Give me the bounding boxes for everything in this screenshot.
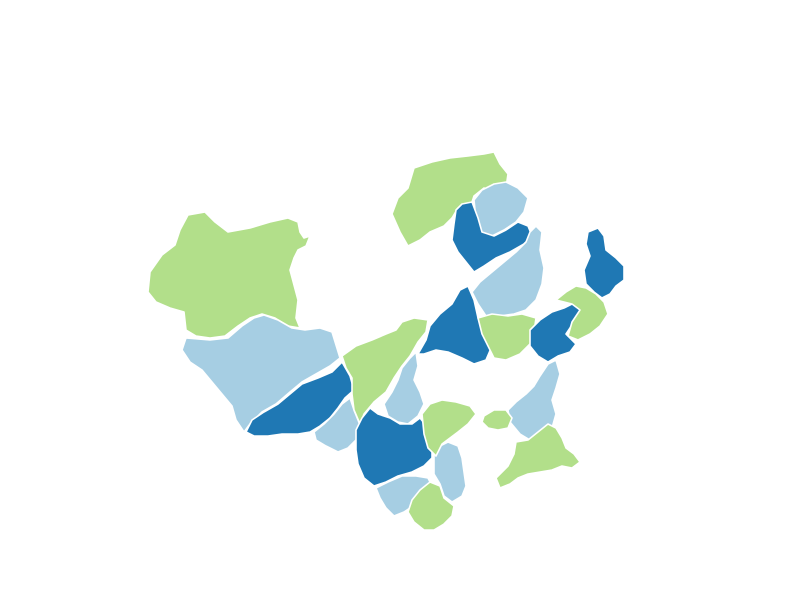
region-east-tiny[interactable] bbox=[481, 409, 513, 431]
region-south-central[interactable] bbox=[355, 407, 433, 487]
region-far-east-north[interactable] bbox=[583, 227, 625, 299]
region-west-large[interactable] bbox=[147, 211, 311, 339]
region-southwest-large[interactable] bbox=[181, 314, 341, 433]
region-southeast[interactable] bbox=[495, 423, 581, 489]
region-south-strip[interactable] bbox=[433, 441, 467, 503]
region-central-thin[interactable] bbox=[383, 351, 425, 425]
region-central-south-small[interactable] bbox=[421, 399, 477, 457]
region-east-hub[interactable] bbox=[529, 301, 583, 363]
region-east-green[interactable] bbox=[555, 285, 609, 341]
region-central-strip[interactable] bbox=[341, 317, 429, 425]
